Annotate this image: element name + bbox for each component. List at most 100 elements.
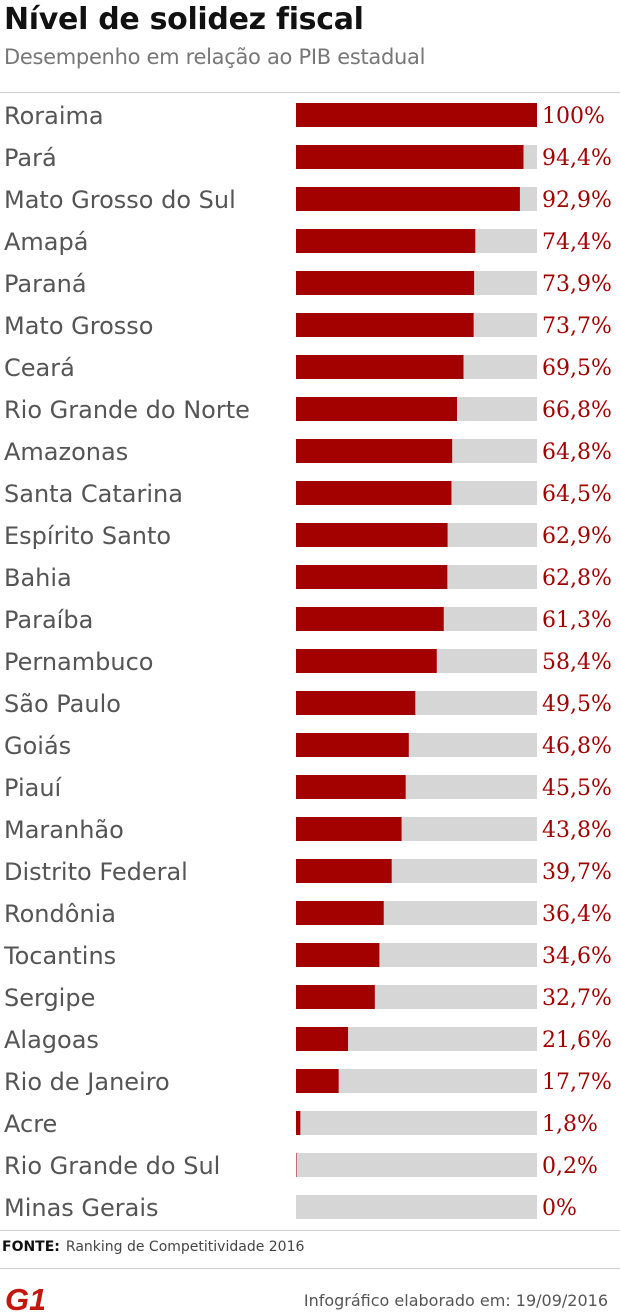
chart-title: Nível de solidez fiscal — [4, 2, 364, 37]
bar-chart: Roraima 100% Pará 94,4% Mato Grosso do Sul 92… — [3, 102, 612, 1222]
bar-row: Amazonas 64,8% — [4, 438, 612, 466]
bar — [296, 859, 392, 883]
value-label: 73,9% — [542, 272, 612, 297]
value-label: 43,8% — [542, 818, 612, 843]
bar — [296, 1069, 339, 1093]
value-label: 36,4% — [542, 902, 612, 927]
category-label: Minas Gerais — [4, 1194, 159, 1222]
bar — [296, 901, 384, 925]
source-note: FONTE: Ranking de Competitividade 2016 — [2, 1236, 304, 1258]
bar — [296, 985, 375, 1009]
source-label: FONTE: — [2, 1239, 60, 1255]
value-label: 17,7% — [542, 1070, 612, 1095]
bar-row: Acre 1,8% — [4, 1110, 598, 1138]
bar-row: Maranhão 43,8% — [4, 816, 612, 844]
bar — [296, 649, 437, 673]
bar-row: Piauí 45,5% — [4, 774, 612, 802]
bar-track — [296, 1153, 537, 1177]
bar-track — [296, 1195, 537, 1219]
value-label: 34,6% — [542, 944, 612, 969]
bar-row: São Paulo 49,5% — [4, 690, 612, 718]
category-label: Pará — [4, 144, 57, 172]
bar — [296, 943, 380, 967]
category-label: Maranhão — [4, 816, 124, 844]
category-label: Pernambuco — [4, 648, 153, 676]
category-label: Ceará — [4, 354, 75, 382]
category-label: Goiás — [4, 732, 71, 760]
bar — [296, 1027, 349, 1051]
category-label: Amazonas — [4, 438, 128, 466]
value-label: 49,5% — [542, 692, 612, 717]
category-label: Tocantins — [3, 942, 116, 970]
chart-subtitle: Desempenho em relação ao PIB estadual — [4, 45, 426, 69]
bar-row: Espírito Santo 62,9% — [4, 522, 612, 550]
value-label: 64,5% — [542, 482, 612, 507]
category-label: Roraima — [4, 102, 104, 130]
value-label: 73,7% — [542, 314, 612, 339]
value-label: 92,9% — [542, 188, 612, 213]
bar — [296, 397, 457, 421]
category-label: Amapá — [4, 228, 88, 256]
value-label: 0% — [542, 1196, 577, 1221]
bar-row: Alagoas 21,6% — [4, 1026, 612, 1054]
value-label: 74,4% — [542, 230, 612, 255]
bar-row: Amapá 74,4% — [4, 228, 612, 256]
value-label: 1,8% — [542, 1112, 598, 1137]
bar — [296, 103, 537, 127]
bar-row: Rio de Janeiro 17,7% — [4, 1068, 612, 1096]
bar-row: Rio Grande do Sul 0,2% — [4, 1152, 598, 1180]
bar — [296, 187, 520, 211]
value-label: 100% — [542, 104, 605, 129]
category-label: Bahia — [4, 564, 72, 592]
bar — [296, 1111, 301, 1135]
g1-logo: G1 — [4, 1281, 44, 1313]
bar — [296, 271, 475, 295]
bar-row: Pernambuco 58,4% — [4, 648, 612, 676]
bar — [296, 733, 409, 757]
value-label: 69,5% — [542, 356, 612, 381]
value-label: 64,8% — [542, 440, 612, 465]
category-label: Rondônia — [4, 900, 116, 928]
category-label: Mato Grosso — [4, 312, 153, 340]
bar-row: Ceará 69,5% — [4, 354, 612, 382]
category-label: Sergipe — [4, 984, 95, 1012]
bar — [296, 313, 474, 337]
value-label: 66,8% — [542, 398, 612, 423]
bar-row: Goiás 46,8% — [4, 732, 612, 760]
category-label: Rio de Janeiro — [4, 1068, 170, 1096]
svg-text:G1: G1 — [5, 1282, 44, 1313]
value-label: 21,6% — [542, 1028, 612, 1053]
bar-row: Rondônia 36,4% — [4, 900, 612, 928]
bar-row: Minas Gerais 0% — [4, 1194, 577, 1222]
credit-text: Infográfico elaborado em: 19/09/2016 — [303, 1291, 608, 1310]
value-label: 61,3% — [542, 608, 612, 633]
category-label: Paraíba — [4, 606, 93, 634]
category-label: Rio Grande do Sul — [4, 1152, 220, 1180]
bar — [296, 817, 402, 841]
bar — [296, 355, 464, 379]
value-label: 58,4% — [542, 650, 612, 675]
bar-track — [296, 1111, 537, 1135]
bar-row: Paraná 73,9% — [4, 270, 612, 298]
value-label: 32,7% — [542, 986, 612, 1011]
value-label: 62,9% — [542, 524, 612, 549]
bar — [296, 607, 444, 631]
bar-row: Sergipe 32,7% — [4, 984, 612, 1012]
bar — [296, 691, 416, 715]
header-divider — [0, 92, 620, 93]
bar — [296, 145, 524, 169]
bar — [296, 229, 476, 253]
value-label: 45,5% — [542, 776, 612, 801]
source-text: Ranking de Competitividade 2016 — [65, 1239, 305, 1255]
category-label: Piauí — [4, 774, 63, 802]
category-label: Acre — [4, 1110, 57, 1138]
bar-row: Roraima 100% — [4, 102, 605, 130]
bar-row: Mato Grosso do Sul 92,9% — [4, 186, 612, 214]
bar — [296, 565, 448, 589]
category-label: São Paulo — [4, 690, 121, 718]
bar-row: Santa Catarina 64,5% — [4, 480, 612, 508]
category-label: Paraná — [4, 270, 87, 298]
category-label: Santa Catarina — [4, 480, 183, 508]
bar-row: Bahia 62,8% — [4, 564, 612, 592]
bar-row: Distrito Federal 39,7% — [4, 858, 612, 886]
